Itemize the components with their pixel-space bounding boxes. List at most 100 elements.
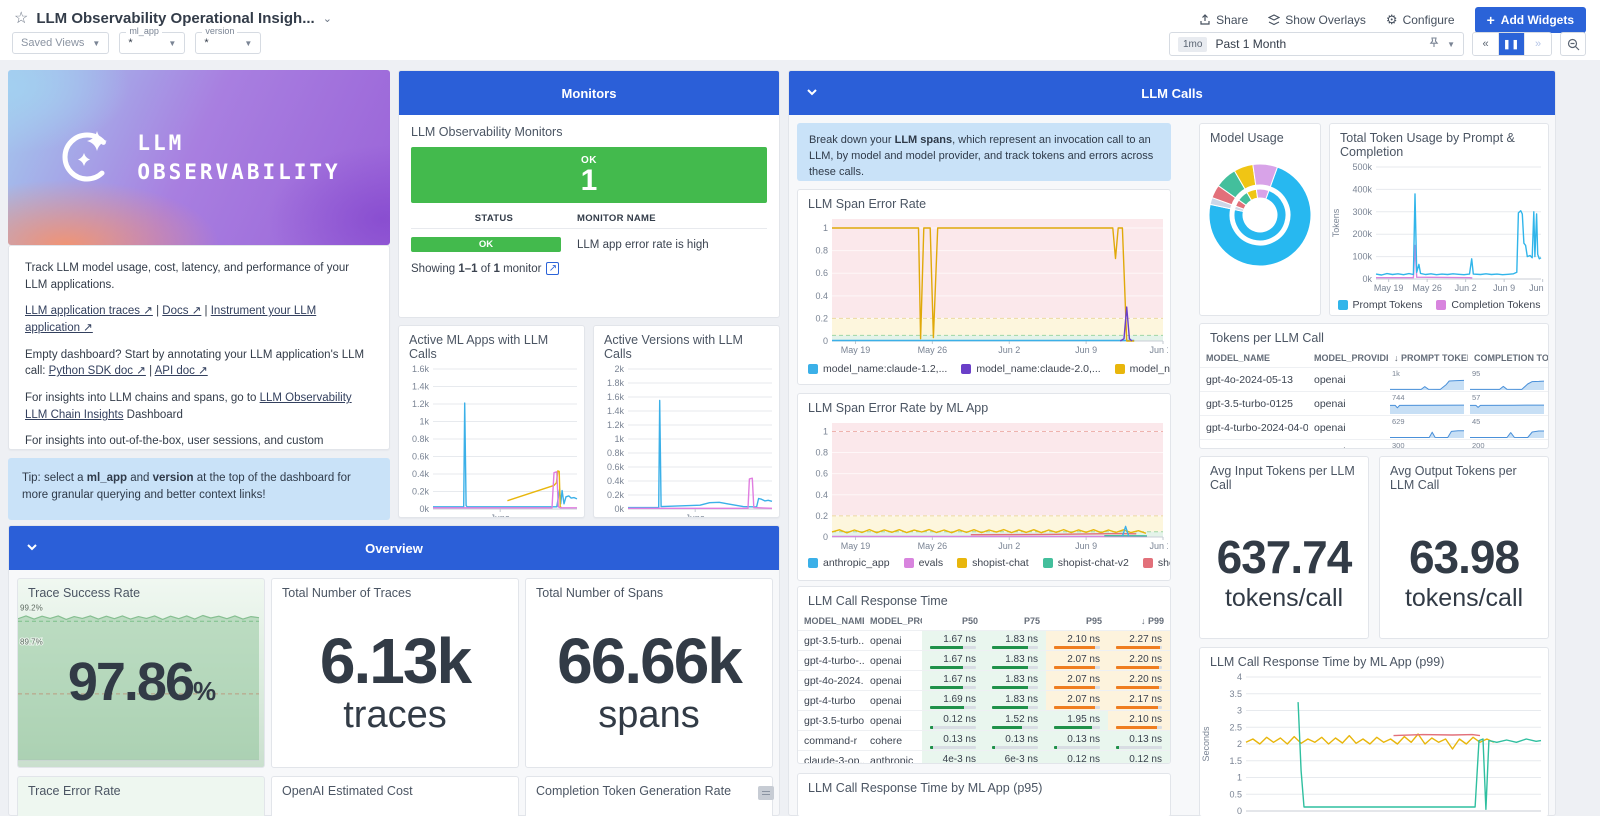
column-header[interactable]: P50 [961, 616, 978, 626]
monitor-row[interactable]: OK LLM app error rate is high [411, 237, 767, 252]
text-link[interactable]: Docs ↗ [162, 305, 202, 318]
legend-color-chip [1142, 558, 1153, 568]
model-usage-donut-chart[interactable] [1200, 149, 1320, 267]
token-usage-chart[interactable]: 0k 100k 200k 300k 400k 500k May 19 May 26 Jun 2 J… [1330, 162, 1548, 295]
trace-success-rate-value: 97.86% [67, 652, 216, 712]
text-link[interactable]: API doc ↗ [154, 365, 208, 378]
column-header[interactable]: P75 [1023, 616, 1040, 626]
show-overlays-button[interactable]: Show Overlays [1268, 13, 1366, 27]
add-widgets-button[interactable]: + Add Widgets [1474, 7, 1586, 33]
favorite-star-icon[interactable]: ☆ [14, 10, 29, 27]
text-segment: For insights into LLM chains and spans, … [25, 392, 260, 405]
column-header[interactable]: MODEL_NAME [1206, 353, 1271, 363]
column-header[interactable]: MODEL_PRO... [870, 616, 922, 626]
trace-success-rate-chart[interactable]: 99.2% 89.7% [18, 603, 264, 764]
column-header[interactable]: COMPLETION TOKENS [1474, 353, 1548, 363]
svg-text:Jun 9: Jun 9 [1075, 345, 1097, 355]
legend-item[interactable]: shopist-chat-v2 [1042, 557, 1129, 569]
active-versions-chart[interactable]: 0k 0.2k 0.4k 0.6k 0.8k 1k 1.2k 1.4k 1.6k 1.8k 2k Ju… [594, 364, 777, 518]
model-name-cell[interactable]: claude-3-op... [798, 750, 864, 763]
completion-tokens-sparkline: 200 [1468, 439, 1548, 448]
trace-error-rate-widget: Trace Error Rate [17, 776, 265, 816]
resize-handle[interactable] [758, 786, 774, 800]
column-header[interactable]: MODEL_NAME [804, 616, 864, 626]
token-usage-widget: Total Token Usage by Prompt & Completion… [1329, 123, 1549, 316]
provider-cell: openai [1308, 439, 1388, 448]
text-segment: Track LLM model usage, cost, latency, an… [25, 262, 350, 291]
model-name-cell[interactable]: gpt-3.5-turb... [798, 630, 864, 650]
completion-tokens-sparkline: 95 [1468, 367, 1548, 391]
legend-item[interactable]: Prompt Tokens [1337, 299, 1422, 311]
column-header[interactable]: ↓ P99 [1140, 616, 1164, 626]
overview-header[interactable]: Overview [9, 526, 779, 570]
p99-by-app-chart[interactable]: 0 0.5 1 1.5 2 2.5 3 3.5 4 Seconds [1200, 672, 1546, 816]
legend-item[interactable]: model_name:claude-2.1,... [1114, 363, 1170, 375]
model-name-cell[interactable]: gpt-4o-2024-05-13 [1200, 367, 1308, 391]
share-button[interactable]: Share [1199, 13, 1248, 27]
time-range-picker[interactable]: 1mo Past 1 Month ▼ [1169, 32, 1464, 56]
monitor-summary-ok[interactable]: OK 1 [411, 147, 767, 203]
legend-item[interactable]: model_name:claude-1.2,... [808, 363, 947, 375]
llm-calls-description: Break down your LLM spans, which represe… [797, 123, 1171, 181]
metric-cell: 2.10 ns [1046, 630, 1108, 650]
collapse-chevron-icon[interactable] [25, 540, 39, 559]
column-header[interactable]: P95 [1085, 616, 1102, 626]
monitors-header[interactable]: Monitors [399, 71, 779, 115]
model-name-cell[interactable]: gpt-3.5-turbo [798, 710, 864, 730]
time-pause-button[interactable]: ❚❚ [1499, 33, 1525, 55]
model-name-cell[interactable]: gpt-4 [1200, 439, 1308, 448]
legend-item[interactable]: Completion Tokens [1436, 299, 1540, 311]
svg-text:0.2: 0.2 [815, 313, 828, 323]
text-segment: 1–1 [458, 262, 478, 275]
legend-item[interactable]: anthropic_app [808, 557, 890, 569]
time-nav: « ❚❚ » [1472, 32, 1552, 56]
trace-success-rate-widget: Trace Success Rate 99.2% 89.7% 97.86% [17, 578, 265, 768]
svg-text:0.6k: 0.6k [412, 452, 430, 462]
version-filter-dropdown[interactable]: version * ▼ [195, 26, 262, 54]
svg-text:June: June [685, 513, 705, 518]
avg-output-tokens-value: 63.98 tokens/call [1404, 531, 1524, 612]
time-forward-button[interactable]: » [1525, 33, 1551, 55]
legend-item[interactable]: shopist-v2 [1142, 557, 1170, 569]
span-error-rate-by-app-chart[interactable]: 0 0.2 0.4 0.6 0.8 1 May 19 May 26 Jun 2 Jun 9 Jun … [798, 419, 1170, 553]
model-name-cell[interactable]: gpt-4-turbo-... [798, 650, 864, 670]
svg-text:0.4k: 0.4k [607, 476, 625, 486]
zoom-out-button[interactable] [1560, 32, 1586, 56]
configure-button[interactable]: ⚙ Configure [1385, 12, 1455, 27]
active-ml-apps-chart[interactable]: 0k 0.2k 0.4k 0.6k 0.8k 1k 1.2k 1.4k 1.6k June [399, 364, 582, 517]
model-name-cell[interactable]: gpt-4-turbo-2024-04-09 [1200, 415, 1308, 439]
llm-calls-header[interactable]: LLM Calls [789, 71, 1555, 115]
legend-item[interactable]: shopist-chat [957, 557, 1029, 569]
text-link[interactable]: LLM Observability LLM Chain Insights [25, 392, 352, 421]
text-link[interactable]: LLM application traces ↗ [25, 305, 153, 318]
svg-text:Jun 16: Jun 16 [1149, 541, 1168, 551]
legend-item[interactable]: evals [903, 557, 943, 569]
time-back-button[interactable]: « [1473, 33, 1499, 55]
svg-text:400k: 400k [1352, 184, 1372, 194]
text-link[interactable]: Instrument your LLM application ↗ [25, 305, 317, 335]
svg-text:0.4: 0.4 [815, 291, 828, 301]
text-segment: LLM spans [894, 134, 953, 146]
metric-cell: 1.95 ns [1046, 710, 1108, 730]
widget-title: Tokens per LLM Call [1210, 331, 1324, 345]
pin-icon[interactable] [1429, 35, 1439, 53]
column-header[interactable]: ↓ PROMPT TOKENS [1394, 353, 1468, 363]
span-error-rate-chart[interactable]: 0 0.2 0.4 0.6 0.8 1 May 19 May 26 Jun 2 Jun 9 Jun … [798, 215, 1170, 357]
text-segment: Showing [411, 262, 459, 275]
saved-views-dropdown[interactable]: Saved Views ▼ [12, 32, 110, 54]
metric-cell: 2.07 ns [1046, 690, 1108, 710]
text-segment: 1 [493, 262, 500, 275]
external-link-icon[interactable]: ↗ [546, 262, 560, 275]
title-chevron-down-icon[interactable]: ⌄ [322, 12, 332, 25]
intro-note: Track LLM model usage, cost, latency, an… [8, 245, 390, 450]
text-link[interactable]: Python SDK doc ↗ [48, 365, 146, 378]
ml-app-filter-dropdown[interactable]: ml_app * ▼ [119, 26, 186, 54]
model-name-cell[interactable]: command-r [798, 730, 864, 750]
model-name-cell[interactable]: gpt-4o-2024... [798, 670, 864, 690]
collapse-chevron-icon[interactable] [805, 85, 819, 104]
model-name-cell[interactable]: gpt-4-turbo [798, 690, 864, 710]
text-segment: Break down your [809, 134, 895, 146]
legend-item[interactable]: model_name:claude-2.0,... [961, 363, 1101, 375]
model-name-cell[interactable]: gpt-3.5-turbo-0125 [1200, 391, 1308, 415]
column-header[interactable]: MODEL_PROVIDER [1314, 353, 1388, 363]
